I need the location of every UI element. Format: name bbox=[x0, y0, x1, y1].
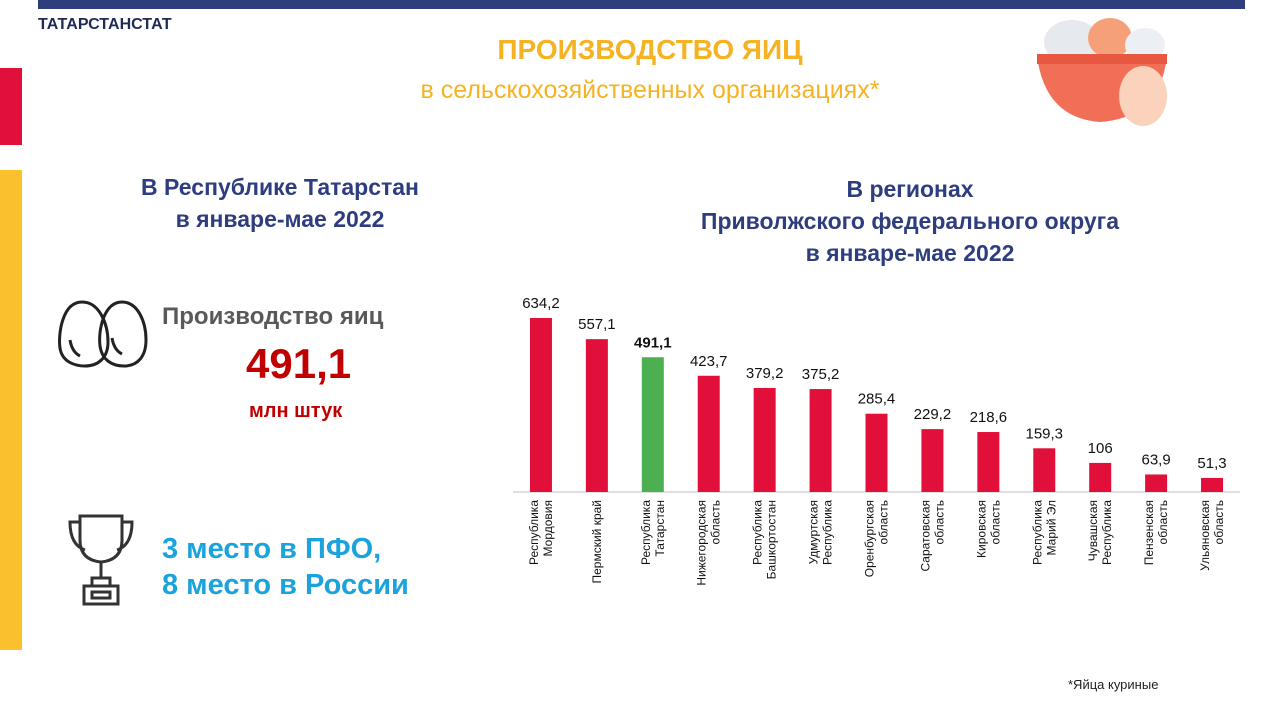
x-tick-label: Ульяновскаяобласть bbox=[1198, 500, 1226, 571]
bar bbox=[921, 429, 944, 492]
side-bar-red bbox=[0, 68, 22, 145]
top-bar bbox=[38, 0, 1245, 9]
bowl-icon bbox=[1037, 18, 1167, 126]
bar bbox=[641, 357, 664, 492]
bar bbox=[865, 413, 888, 492]
metric-label: Производство яиц bbox=[162, 303, 384, 330]
bar bbox=[1033, 448, 1056, 492]
bar bbox=[1089, 462, 1112, 492]
x-tick-label: РеспубликаМарий Эл bbox=[1030, 500, 1058, 565]
metric-unit: млн штук bbox=[249, 400, 343, 422]
x-tick-label: Кировскаяобласть bbox=[974, 500, 1002, 558]
footnote: *Яйца куриные bbox=[1068, 677, 1159, 692]
bar bbox=[697, 375, 720, 492]
x-tick-label: ЧувашскаяРеспублика bbox=[1086, 500, 1114, 565]
title: ПРОИЗВОДСТВО ЯИЦ bbox=[497, 34, 803, 65]
trophy-icon bbox=[68, 514, 134, 606]
value-label: 375,2 bbox=[802, 366, 840, 383]
eggs-icon bbox=[58, 300, 148, 368]
value-label: 557,1 bbox=[578, 316, 616, 333]
bar bbox=[529, 318, 552, 492]
rank: 3 место в ПФО, bbox=[162, 533, 382, 565]
left-heading: В Республике Татарстан bbox=[141, 174, 419, 200]
chart-title: Приволжского федерального округа bbox=[700, 208, 1120, 234]
metric-value: 491,1 bbox=[246, 340, 352, 387]
rank: 8 место в России bbox=[162, 569, 409, 601]
value-label: 423,7 bbox=[690, 353, 728, 370]
x-tick-label: Пензенскаяобласть bbox=[1142, 500, 1170, 565]
chart-title: В регионах bbox=[846, 176, 974, 202]
value-label: 218,6 bbox=[970, 409, 1008, 426]
chart-title: в январе-мае 2022 bbox=[805, 240, 1015, 266]
x-tick-label: УдмуртскаяРеспублика bbox=[807, 500, 835, 565]
x-tick-label: Оренбургскаяобласть bbox=[863, 500, 891, 577]
bar bbox=[753, 387, 776, 492]
value-label: 63,9 bbox=[1142, 451, 1171, 468]
value-label: 634,2 bbox=[522, 295, 560, 312]
x-tick-label: РеспубликаМордовия bbox=[527, 500, 555, 565]
x-tick-label: Саратовскаяобласть bbox=[918, 500, 946, 572]
subtitle: в сельскохозяйственных организациях* bbox=[420, 76, 880, 104]
value-label: 51,3 bbox=[1197, 455, 1226, 472]
x-tick-label: РеспубликаБашкортостан bbox=[751, 500, 779, 580]
x-tick-label: Пермский край bbox=[590, 500, 604, 584]
value-label: 229,2 bbox=[914, 406, 952, 423]
value-label: 106 bbox=[1088, 440, 1113, 457]
value-label: 159,3 bbox=[1025, 425, 1063, 442]
bar bbox=[585, 339, 608, 492]
x-tick-label: Нижегородскаяобласть bbox=[695, 500, 723, 586]
bar bbox=[1145, 474, 1168, 492]
org: ТАТАРСТАНСТАТ bbox=[38, 16, 172, 33]
bar bbox=[809, 389, 832, 492]
value-label: 379,2 bbox=[746, 365, 784, 382]
side-bar-yellow bbox=[0, 170, 22, 650]
x-tick-label: РеспубликаТатарстан bbox=[639, 500, 667, 565]
left-heading: в январе-мае 2022 bbox=[175, 206, 385, 232]
bar bbox=[1201, 477, 1224, 492]
bar bbox=[977, 432, 1000, 492]
value-label: 491,1 bbox=[634, 334, 672, 351]
value-label: 285,4 bbox=[858, 391, 896, 408]
